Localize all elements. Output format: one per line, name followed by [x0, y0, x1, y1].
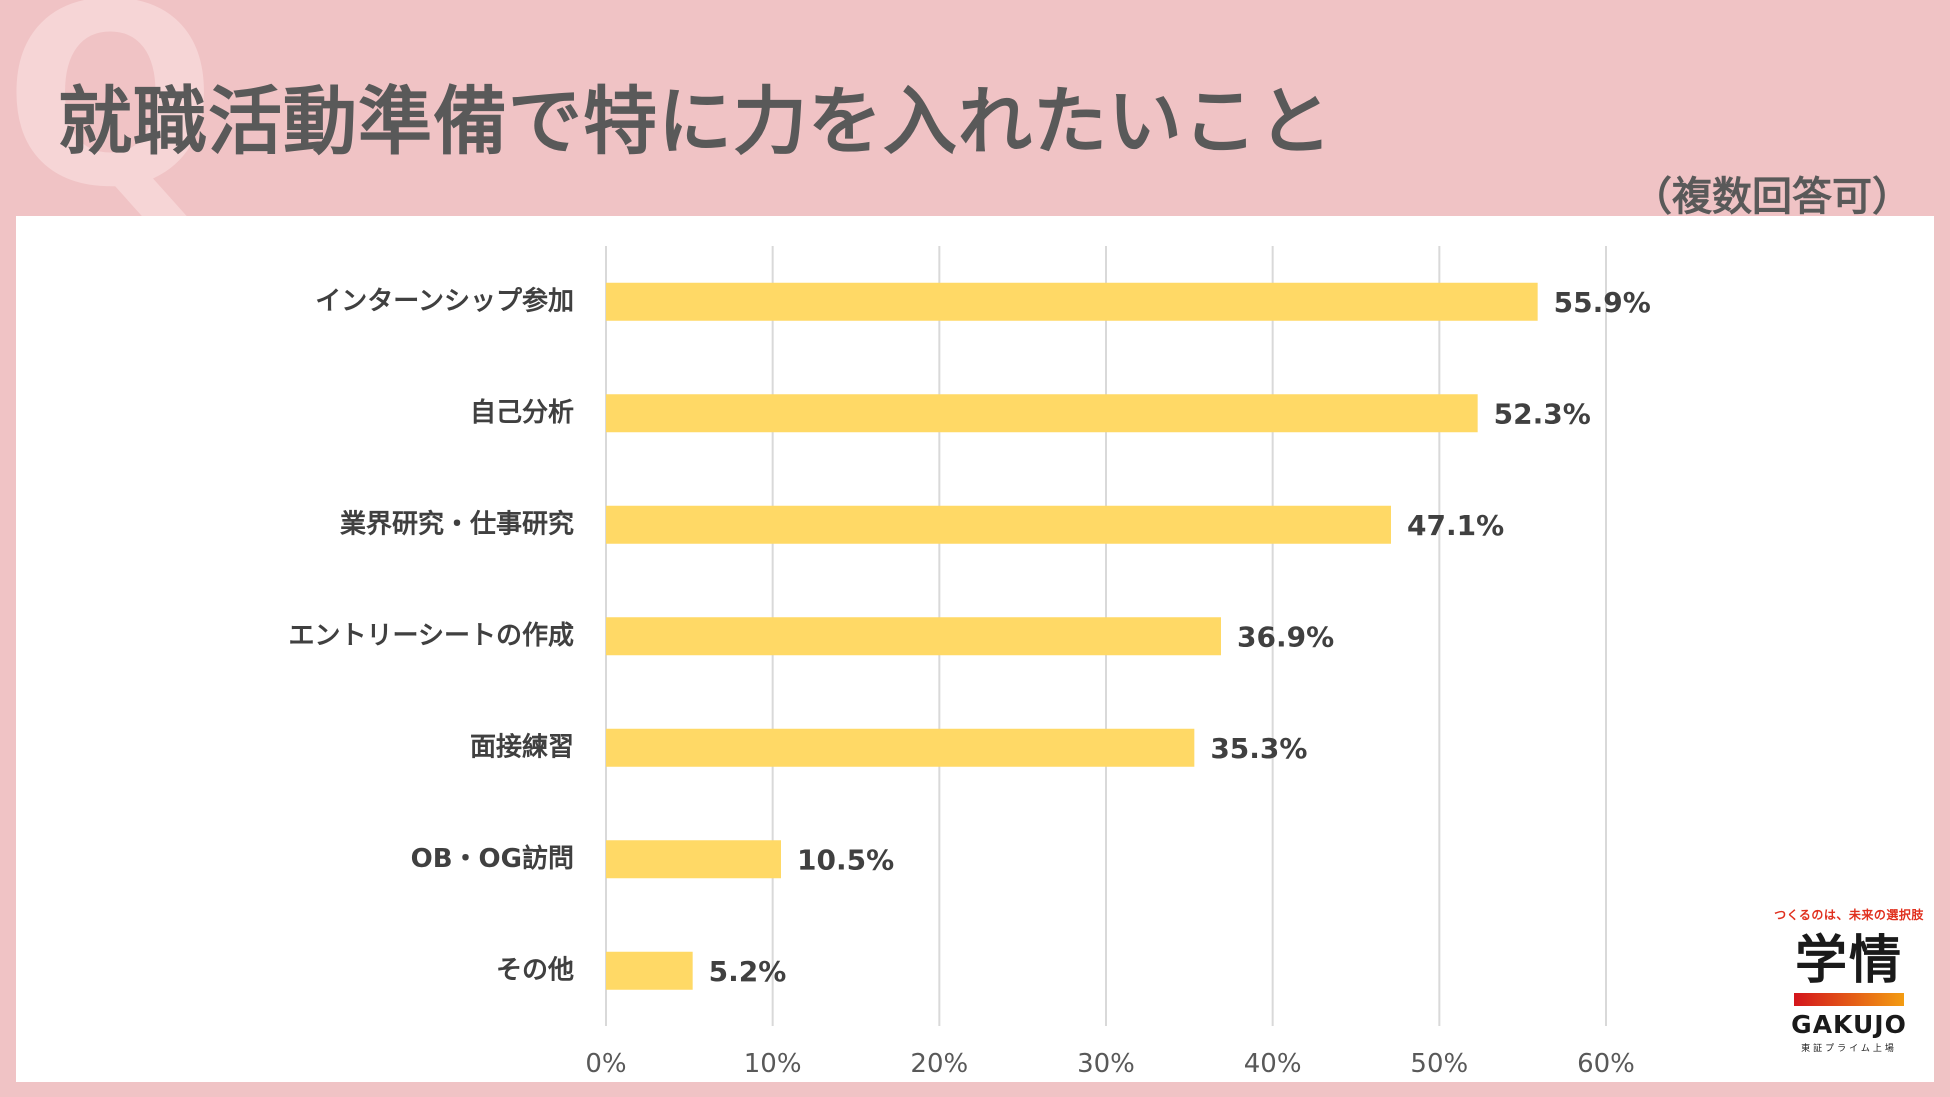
- value-label: 36.9%: [1237, 620, 1334, 653]
- bar: [606, 840, 781, 879]
- chart-panel: 0% 10% 20% 30% 40% 50% 60% インターンシップ参加 55.9% 自己分析 5…: [16, 216, 1934, 1082]
- category-label: インターンシップ参加: [315, 285, 574, 316]
- logo-name: 学情: [1794, 931, 1903, 991]
- category-label: その他: [496, 955, 574, 985]
- category-label: 業界研究・仕事研究: [340, 508, 574, 539]
- x-tick-label: 20%: [910, 1049, 968, 1079]
- q-mark-watermark: Q: [4, 0, 217, 242]
- category-label: 自己分析: [470, 397, 574, 428]
- x-tick-label: 0%: [585, 1049, 626, 1079]
- bar-chart: 0% 10% 20% 30% 40% 50% 60% インターンシップ参加 55.9% 自己分析 5…: [289, 246, 1651, 1079]
- logo-roman-name: GAKUJO: [1791, 1010, 1907, 1039]
- value-label: 5.2%: [709, 955, 787, 988]
- value-label: 47.1%: [1407, 509, 1504, 542]
- category-label: エントリーシートの作成: [289, 621, 574, 651]
- value-label: 10.5%: [797, 843, 894, 876]
- x-tick-label: 30%: [1077, 1049, 1135, 1079]
- subtitle-multiple-answers: （複数回答可）: [1632, 174, 1912, 220]
- logo-color-bar: [1794, 993, 1904, 1006]
- bar: [606, 617, 1221, 656]
- value-label: 52.3%: [1494, 397, 1591, 430]
- bar: [606, 282, 1538, 321]
- category-label: 面接練習: [470, 731, 574, 762]
- gakujo-logo: つくるのは、未来の選択肢 学情 GAKUJO 東証プライム上場: [1754, 906, 1944, 1054]
- page-title: 就職活動準備で特に力を入れたいこと: [58, 79, 1333, 165]
- category-label: OB・OG訪問: [411, 843, 574, 874]
- x-tick-label: 60%: [1577, 1049, 1635, 1079]
- bar: [606, 728, 1195, 767]
- bar: [606, 394, 1478, 433]
- value-label: 35.3%: [1210, 732, 1307, 765]
- bar: [606, 505, 1391, 544]
- x-tick-label: 50%: [1410, 1049, 1468, 1079]
- bar: [606, 951, 693, 990]
- x-tick-label: 40%: [1244, 1049, 1302, 1079]
- value-label: 55.9%: [1554, 286, 1651, 319]
- x-tick-label: 10%: [744, 1049, 802, 1079]
- logo-tagline: つくるのは、未来の選択肢: [1774, 908, 1924, 922]
- logo-listing: 東証プライム上場: [1801, 1044, 1897, 1054]
